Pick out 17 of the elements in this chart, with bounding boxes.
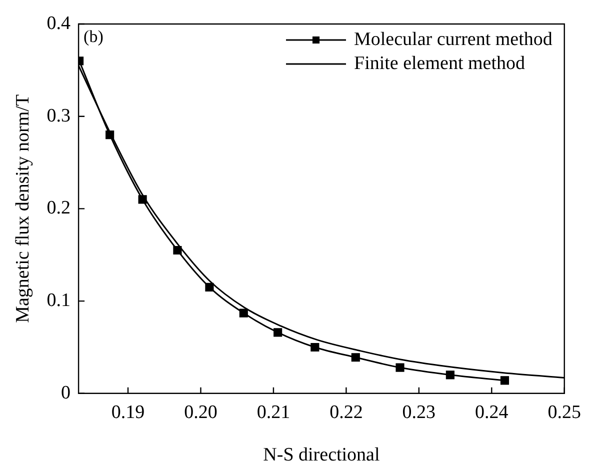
x-tick-label: 0.22: [330, 402, 363, 423]
x-tick-label: 0.25: [548, 402, 581, 423]
x-tick-label: 0.20: [184, 402, 218, 423]
x-tick-label: 0.21: [256, 402, 290, 423]
y-tick-label: 0.4: [46, 12, 72, 34]
y-tick-label: 0.1: [46, 290, 71, 312]
x-tick-label: 0.23: [402, 402, 436, 423]
legend-label: Molecular current method: [354, 28, 553, 50]
x-tick-label: 0.24: [475, 402, 509, 423]
y-tick-label: 0.2: [46, 198, 71, 219]
y-axis-title: Magnetic flux density norm/T: [12, 94, 34, 323]
y-tick-label: 0.3: [46, 105, 71, 126]
annotation: (b): [84, 26, 104, 46]
x-tick-label: 0.19: [111, 402, 145, 423]
x-axis-title: N-S directional: [263, 444, 380, 466]
legend-label: Finite element method: [354, 52, 526, 74]
y-tick-label: 0: [61, 382, 71, 404]
